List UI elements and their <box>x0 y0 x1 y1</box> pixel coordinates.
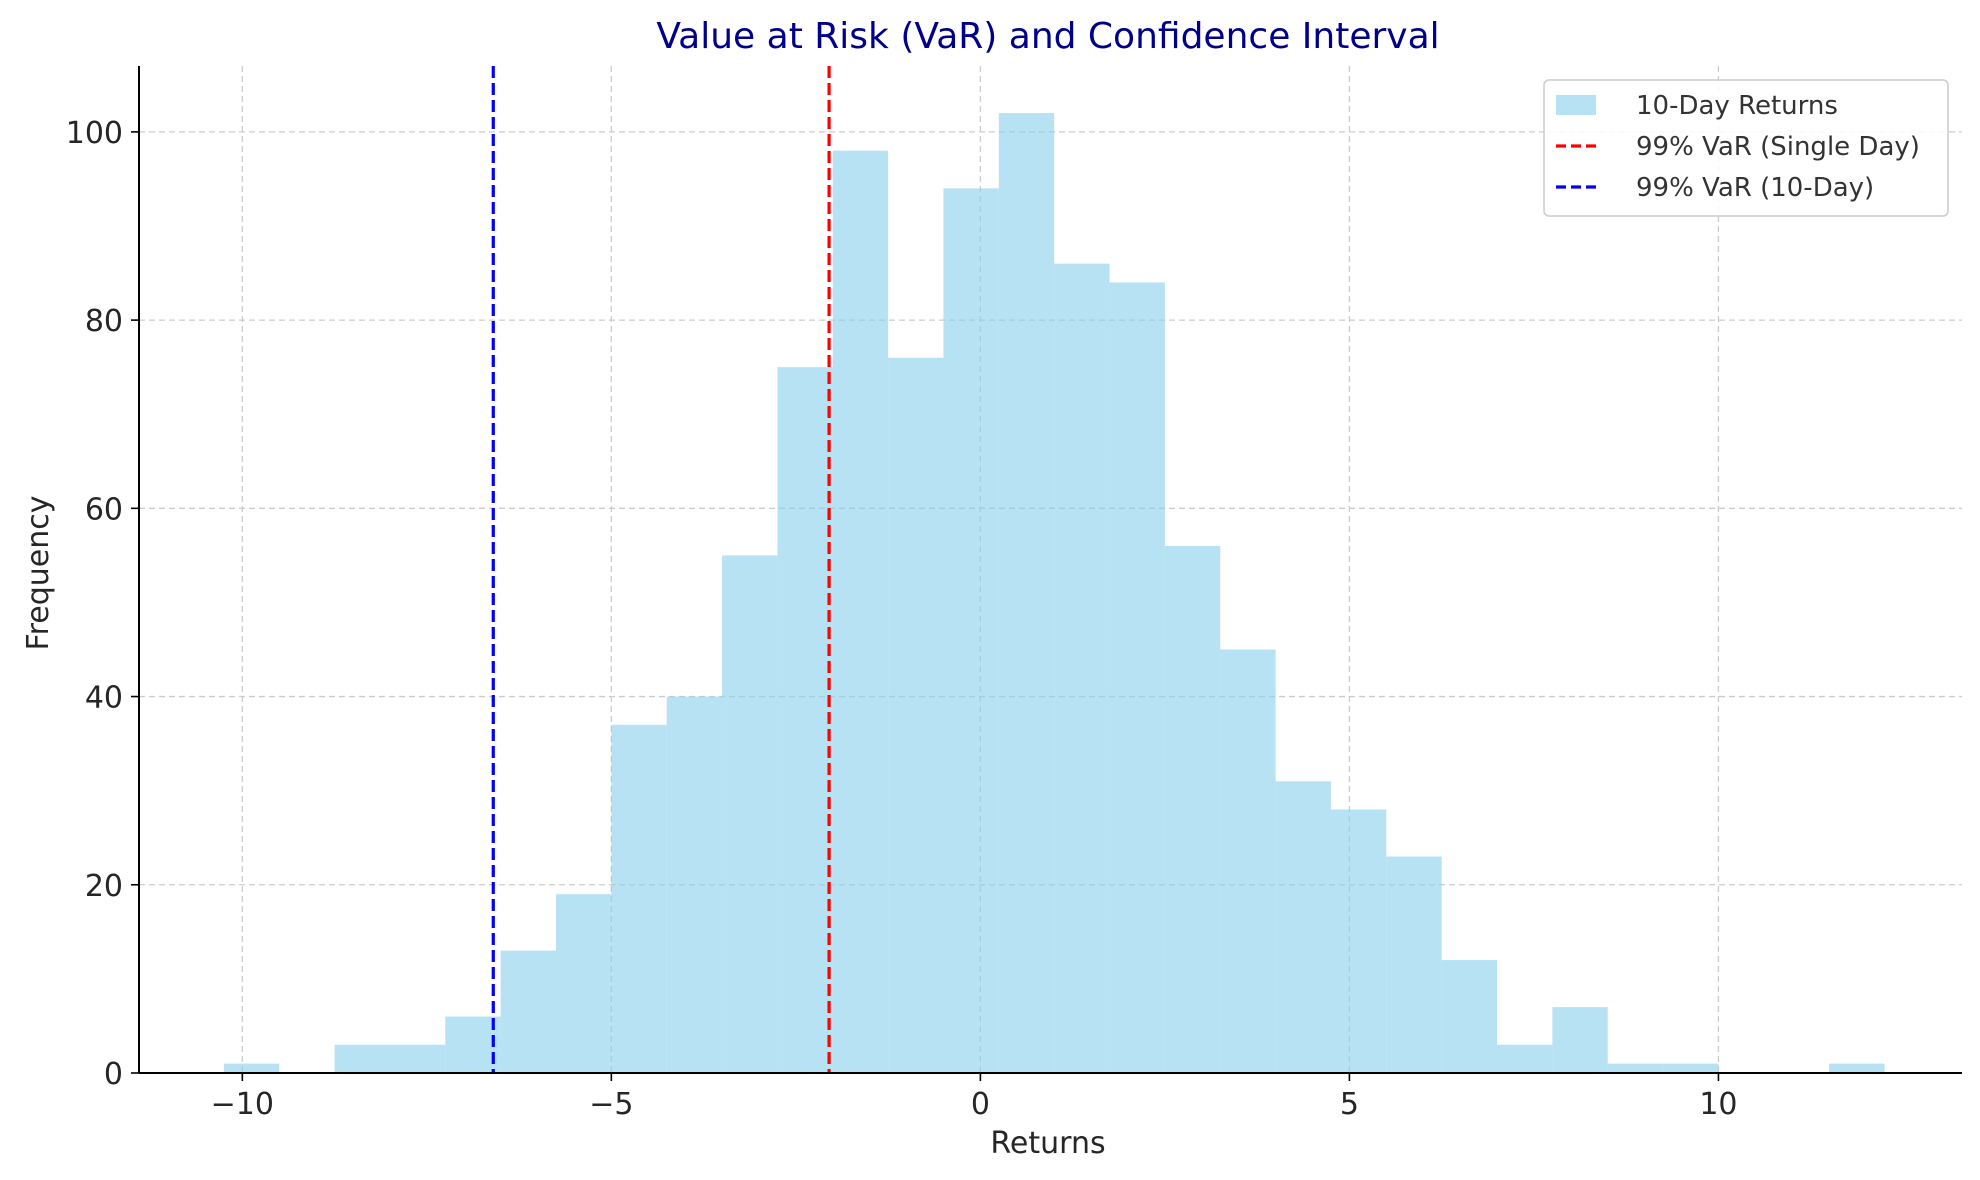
x-tick-label: 5 <box>1340 1087 1359 1122</box>
y-tick-label: 60 <box>85 492 123 527</box>
histogram-bar <box>943 188 999 1073</box>
y-tick-label: 80 <box>85 304 123 339</box>
histogram-bar <box>1275 781 1331 1073</box>
legend-swatch-returns <box>1556 95 1596 115</box>
y-axis-title: Frequency <box>21 496 56 651</box>
histogram-bar <box>1552 1007 1608 1073</box>
x-tick-label: −10 <box>211 1087 274 1122</box>
histogram-bar <box>611 724 667 1073</box>
histogram-bar <box>389 1044 446 1073</box>
y-tick-labels: 0 20 40 60 80 100 <box>66 116 123 1092</box>
histogram-bar <box>888 357 944 1073</box>
legend-label: 99% VaR (10-Day) <box>1636 173 1874 203</box>
histogram-bar <box>666 696 723 1073</box>
histogram-bar <box>334 1044 390 1073</box>
histogram-bar <box>445 1016 501 1073</box>
histogram-bar <box>1386 856 1442 1073</box>
histogram-bar <box>1829 1063 1885 1073</box>
legend-label: 99% VaR (Single Day) <box>1636 132 1920 162</box>
chart-title: Value at Risk (VaR) and Confidence Inter… <box>656 16 1439 57</box>
x-tick-labels: −10 −5 0 5 10 <box>211 1087 1738 1122</box>
histogram-bar <box>1220 649 1276 1073</box>
histogram-bar <box>722 555 778 1073</box>
x-tick-label: 0 <box>971 1087 990 1122</box>
x-tick-label: 10 <box>1699 1087 1737 1122</box>
histogram-bar <box>1607 1063 1664 1073</box>
histogram-bar <box>556 894 612 1073</box>
y-tick-label: 100 <box>66 116 123 151</box>
histogram-bar <box>1164 545 1221 1073</box>
histogram-bars <box>223 113 1885 1074</box>
histogram-bar <box>998 113 1055 1073</box>
histogram-bar <box>1441 960 1498 1073</box>
legend: 10-Day Returns 99% VaR (Single Day) 99% Va… <box>1543 79 1949 217</box>
histogram-bar <box>1054 263 1110 1074</box>
legend-box <box>1543 79 1949 217</box>
y-tick-label: 40 <box>85 681 123 716</box>
histogram-bar <box>1109 282 1165 1073</box>
histogram-bar <box>223 1063 280 1073</box>
histogram-bar <box>1663 1063 1719 1073</box>
histogram-bar <box>1497 1044 1553 1073</box>
histogram-bar <box>777 367 833 1073</box>
legend-label: 10-Day Returns <box>1636 91 1838 121</box>
axes <box>131 66 1962 1081</box>
histogram-bar <box>1330 809 1387 1073</box>
histogram-bar <box>500 950 557 1073</box>
var-lines <box>491 66 831 1073</box>
x-axis-title: Returns <box>990 1126 1105 1161</box>
histogram-bar <box>832 150 889 1073</box>
y-tick-label: 0 <box>104 1057 123 1092</box>
y-tick-label: 20 <box>85 869 123 904</box>
x-tick-label: −5 <box>589 1087 633 1122</box>
